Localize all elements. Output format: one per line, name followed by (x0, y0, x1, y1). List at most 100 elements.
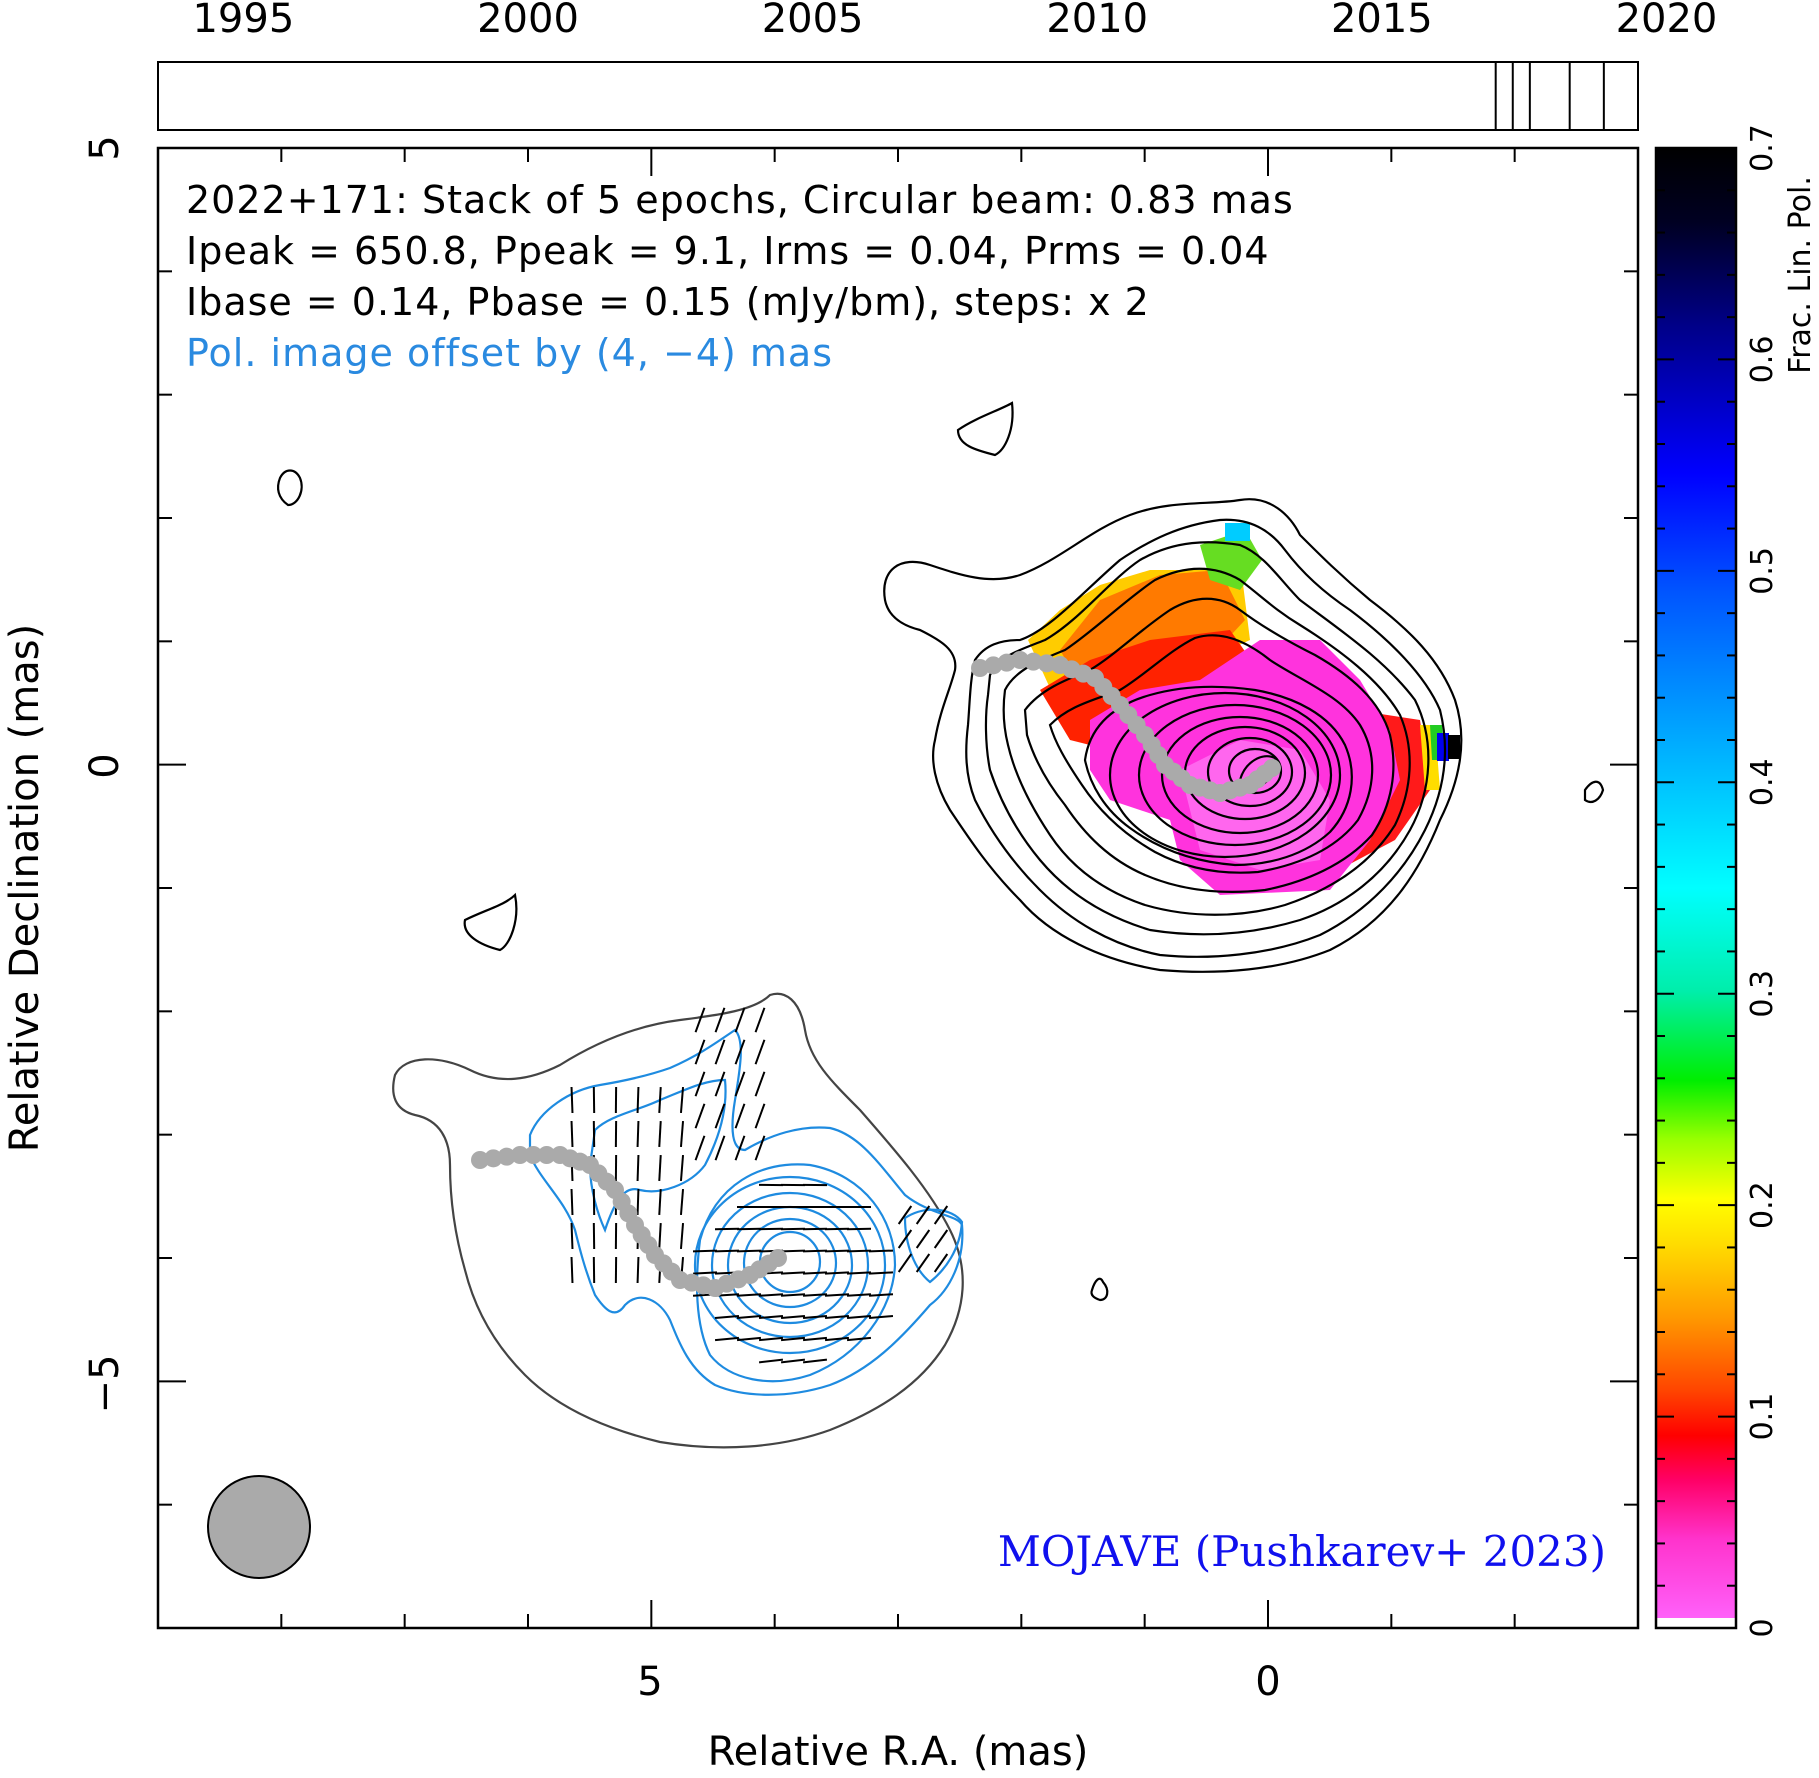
evpa-stick (846, 1293, 872, 1297)
p-contour-7 (742, 1217, 838, 1309)
evpa-stick (694, 1103, 706, 1129)
evpa-stick (754, 1007, 766, 1033)
timeline-epochs (1494, 62, 1605, 130)
evpa-stick (846, 1271, 872, 1275)
x-tick-label-5: 5 (637, 1659, 662, 1705)
evpa-stick (679, 1222, 685, 1250)
ridge-point (537, 1146, 556, 1164)
info-line-1: 2022+171: Stack of 5 epochs, Circular be… (186, 178, 1294, 222)
i-contour-2 (965, 518, 1447, 958)
evpa-stick (636, 1188, 640, 1216)
evpa-stick (734, 1135, 746, 1161)
info-line-3: Ibase = 0.14, Pbase = 0.15 (mJy/bm), ste… (186, 280, 1150, 324)
ridge-point (971, 659, 989, 677)
i-contour-13 (1227, 747, 1283, 795)
evpa-stick (734, 1071, 746, 1097)
p-contour-9 (903, 1208, 964, 1284)
y-tick-label-5: 5 (82, 135, 128, 160)
ridge-point (1024, 652, 1043, 671)
evpa-stick (780, 1271, 806, 1275)
evpa-stick (636, 1154, 640, 1182)
timeline-year-label: 2010 (1046, 0, 1148, 42)
timeline-labels: 1995 2000 2005 2010 2015 2020 (192, 0, 1717, 42)
frac-pol-black-edge (1448, 735, 1460, 759)
timeline-year-label: 1995 (192, 0, 294, 42)
y-tick-label-0: 0 (82, 753, 128, 778)
noise-island-1 (956, 401, 1014, 457)
ridge-point (1011, 651, 1029, 669)
evpa-stick (679, 1120, 685, 1148)
i-contour-5 (1023, 597, 1395, 893)
y-tick-label-minus5: −5 (82, 1355, 128, 1414)
i-contour-12 (1206, 736, 1294, 808)
p-contour-6 (726, 1205, 854, 1325)
evpa-stick (824, 1336, 850, 1342)
image-map (207, 401, 1605, 1579)
evpa-stick (658, 1222, 662, 1250)
evpa-stick (802, 1271, 828, 1275)
evpa-stick (714, 1007, 726, 1033)
evpa-stick (714, 1336, 740, 1342)
evpa-stick (714, 1103, 726, 1129)
frac-pol-green-region (1200, 530, 1262, 590)
noise-island-2 (277, 469, 303, 507)
evpa-stick (636, 1256, 640, 1284)
timeline-box (157, 61, 1639, 131)
evpa-stick (897, 1253, 913, 1273)
p-contour-5 (710, 1191, 870, 1339)
evpa-stick (780, 1315, 806, 1319)
timeline-year-label: 2000 (477, 0, 579, 42)
evpa-stick (679, 1188, 685, 1216)
evpa-stick (658, 1188, 662, 1216)
evpa-stick (736, 1336, 762, 1342)
evpa-stick (897, 1229, 913, 1249)
evpa-stick (570, 1188, 574, 1216)
colorbar-tick-label: 0.5 (1745, 547, 1780, 595)
evpa-stick (933, 1229, 949, 1249)
evpa-stick (714, 1039, 726, 1065)
info-line-2: Ipeak = 650.8, Ppeak = 9.1, Irms = 0.04,… (186, 229, 1270, 273)
evpa-stick (780, 1358, 806, 1364)
evpa-stick (846, 1315, 872, 1319)
colorbar-white-base (1656, 1618, 1736, 1628)
evpa-stick (694, 1135, 706, 1161)
ridge-point (769, 1249, 787, 1267)
restoring-beam (207, 1475, 311, 1579)
evpa-stick (868, 1271, 894, 1275)
evpa-stick (868, 1315, 894, 1319)
evpa-stick (658, 1120, 662, 1148)
evpa-stick (780, 1249, 806, 1253)
evpa-stick (846, 1336, 872, 1342)
evpa-stick (694, 1071, 706, 1097)
info-line-4: Pol. image offset by (4, −4) mas (186, 331, 833, 375)
i-contour-6 (1048, 634, 1374, 874)
evpa-stick (714, 1071, 726, 1097)
evpa-stick (754, 1071, 766, 1097)
evpa-stick (758, 1336, 784, 1342)
colorbar-tick-label: 0.3 (1745, 970, 1780, 1018)
evpa-stick (734, 1007, 746, 1033)
x-axis-label: Relative R.A. (mas) (708, 1729, 1089, 1775)
ridge-point (1263, 759, 1281, 777)
axis-ticks (157, 147, 1639, 1629)
colorbar-tick-label: 0.7 (1745, 124, 1780, 172)
evpa-stick (754, 1039, 766, 1065)
evpa-stick (824, 1249, 850, 1253)
evpa-stick (694, 1007, 706, 1033)
evpa-stick (570, 1222, 574, 1250)
evpa-stick (694, 1039, 706, 1065)
ridge-point (984, 656, 1003, 675)
evpa-stick (736, 1293, 762, 1297)
evpa-stick (736, 1315, 762, 1319)
i-contour-1 (883, 498, 1463, 973)
evpa-stick (714, 1249, 740, 1253)
p-contour-3 (695, 1163, 897, 1383)
timeline-year-label: 2005 (762, 0, 864, 42)
colorbar-label: Frac. Lin. Pol. (1783, 176, 1818, 374)
evpa-stick (636, 1086, 640, 1114)
ridge-point (471, 1151, 489, 1169)
evpa-stick (868, 1249, 894, 1253)
stokes-i-contours (277, 401, 1605, 1302)
evpa-stick (802, 1315, 828, 1319)
